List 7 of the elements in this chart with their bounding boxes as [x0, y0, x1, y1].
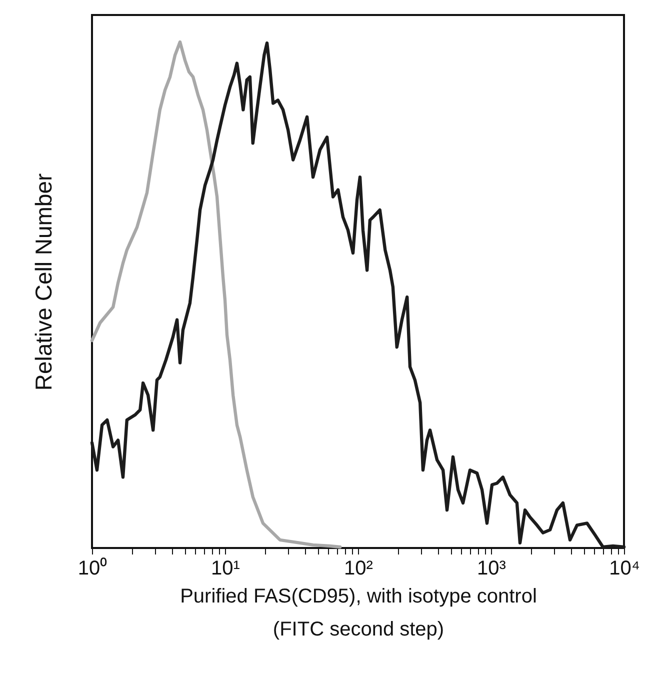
- y-axis-title: Relative Cell Number: [30, 173, 56, 391]
- x-tick-label: 10⁰: [78, 556, 108, 580]
- x-tick-label: 10²: [344, 558, 374, 580]
- x-axis-title: Purified FAS(CD95), with isotype control (FITC second step): [180, 586, 537, 640]
- x-tick-label: 10¹: [211, 558, 240, 580]
- x-tick-label: 10⁴: [609, 558, 640, 580]
- x-tick-label: 10³: [477, 558, 506, 580]
